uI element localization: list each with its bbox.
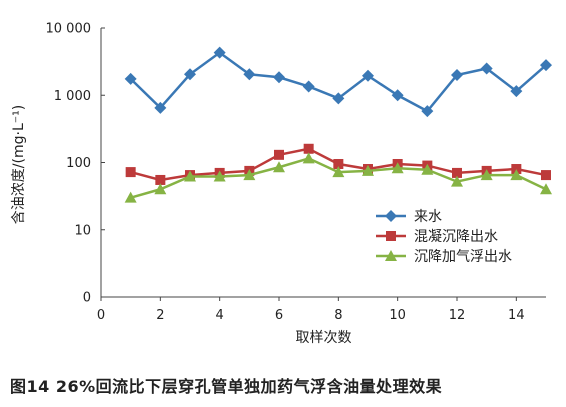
data-point	[510, 169, 523, 181]
data-point	[391, 89, 404, 102]
x-axis-label: 取样次数	[296, 330, 352, 346]
data-point	[333, 158, 344, 169]
data-point	[332, 92, 345, 105]
x-tick-label: 10	[389, 308, 406, 323]
data-point	[124, 72, 137, 85]
y-tick-label: 10	[74, 223, 91, 238]
data-point	[124, 191, 137, 203]
series-1	[124, 46, 552, 118]
line-chart: 0 10 100 1 000 10 000 0 2 4 6 8 10 12 14 来水混凝沉降出水沉降加…	[11, 22, 552, 346]
data-point	[540, 59, 552, 72]
data-point	[155, 174, 166, 185]
legend-item: 来水	[376, 209, 442, 225]
legend-label: 来水	[414, 209, 442, 225]
data-point	[273, 161, 285, 173]
data-point	[362, 164, 374, 176]
x-tick-label: 8	[334, 308, 342, 323]
data-point	[154, 183, 167, 195]
data-point	[511, 164, 522, 175]
data-point	[421, 163, 434, 175]
y-tick-label: 1 000	[54, 89, 91, 104]
legend-swatch-marker	[386, 231, 396, 241]
data-point	[213, 46, 226, 59]
legend-item: 混凝沉降出水	[376, 229, 498, 245]
data-point	[274, 149, 284, 160]
data-point	[332, 166, 345, 178]
x-tick-label: 6	[275, 308, 283, 323]
data-point	[243, 68, 256, 81]
data-point	[273, 71, 285, 84]
data-point	[362, 69, 374, 82]
legend-swatch-marker	[385, 250, 397, 261]
data-point	[451, 69, 463, 82]
data-point	[421, 105, 434, 118]
x-tick-label: 2	[156, 308, 164, 323]
y-tick-label: 100	[66, 156, 91, 171]
data-point	[451, 175, 463, 187]
data-point	[302, 80, 315, 93]
x-tick-label: 0	[97, 308, 105, 323]
data-point	[303, 143, 314, 154]
data-point	[184, 68, 196, 81]
data-point	[540, 183, 552, 195]
data-point	[510, 85, 523, 98]
y-axis-label: 含油浓度/(mg·L⁻¹)	[11, 105, 27, 224]
x-tick-label: 14	[508, 308, 525, 323]
legend-swatch-marker	[385, 210, 397, 222]
x-tick-label: 4	[216, 308, 224, 323]
y-tick-label: 10 000	[46, 22, 92, 37]
data-point	[541, 170, 551, 181]
data-point	[391, 162, 404, 174]
legend-label: 混凝沉降出水	[414, 229, 498, 245]
data-point	[302, 152, 315, 164]
data-point	[480, 169, 493, 181]
data-point	[154, 101, 167, 114]
legend-item: 沉降加气浮出水	[376, 249, 512, 265]
x-tick-label: 12	[449, 308, 466, 323]
data-point	[480, 62, 493, 75]
series-3	[124, 152, 552, 203]
data-point	[125, 167, 136, 178]
data-point	[243, 169, 256, 181]
data-point	[452, 167, 462, 178]
legend-label: 沉降加气浮出水	[414, 249, 512, 265]
y-tick-label: 0	[83, 291, 91, 306]
data-point	[213, 170, 226, 182]
figure-caption: 图14 26%回流比下层穿孔管单独加药气浮含油量处理效果	[10, 377, 443, 396]
data-point	[184, 170, 196, 182]
